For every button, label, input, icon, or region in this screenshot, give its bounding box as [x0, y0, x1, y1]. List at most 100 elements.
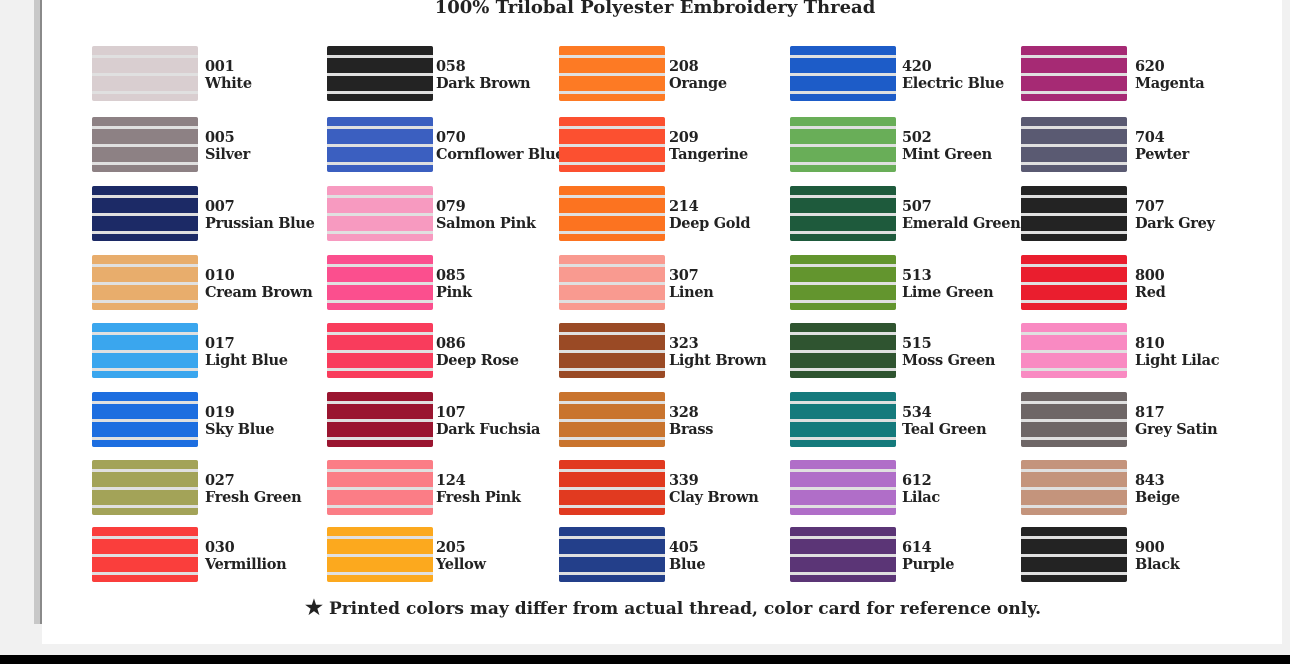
thread-code: 085	[436, 267, 466, 284]
thread-code: 070	[436, 129, 466, 146]
thread-code: 001	[205, 58, 235, 75]
thread-label: 005 Silver	[205, 129, 250, 163]
thread-swatch-058	[327, 46, 433, 101]
thread-name: Pewter	[1135, 146, 1189, 163]
thread-name: Linen	[669, 284, 714, 301]
thread-label: 017 Light Blue	[205, 335, 288, 369]
thread-label: 339 Clay Brown	[669, 472, 759, 506]
thread-code: 079	[436, 198, 466, 215]
thread-label: 058 Dark Brown	[436, 58, 531, 92]
thread-code: 030	[205, 539, 235, 556]
thread-label: 030 Vermillion	[205, 539, 287, 573]
thread-swatch-817	[1021, 392, 1127, 447]
thread-swatch-323	[559, 323, 665, 378]
thread-swatch-085	[327, 255, 433, 310]
thread-name: Vermillion	[205, 556, 287, 573]
thread-swatch-124	[327, 460, 433, 515]
thread-swatch-420	[790, 46, 896, 101]
thread-label: 328 Brass	[669, 404, 713, 438]
thread-code: 800	[1135, 267, 1165, 284]
thread-code: 817	[1135, 404, 1165, 421]
thread-name: Orange	[669, 75, 727, 92]
thread-code: 620	[1135, 58, 1165, 75]
thread-label: 208 Orange	[669, 58, 727, 92]
thread-name: Purple	[902, 556, 955, 573]
thread-code: 205	[436, 539, 466, 556]
thread-swatch-800	[1021, 255, 1127, 310]
thread-code: 513	[902, 267, 932, 284]
thread-code: 900	[1135, 539, 1165, 556]
thread-name: Cream Brown	[205, 284, 313, 301]
thread-code: 843	[1135, 472, 1165, 489]
thread-name: Yellow	[436, 556, 486, 573]
thread-code: 502	[902, 129, 932, 146]
thread-label: 534 Teal Green	[902, 404, 987, 438]
thread-label: 843 Beige	[1135, 472, 1180, 506]
thread-code: 124	[436, 472, 466, 489]
thread-label: 205 Yellow	[436, 539, 486, 573]
thread-label: 614 Purple	[902, 539, 954, 573]
thread-swatch-005	[92, 117, 198, 172]
thread-label: 027 Fresh Green	[205, 472, 302, 506]
thread-code: 515	[902, 335, 932, 352]
thread-code: 027	[205, 472, 235, 489]
thread-code: 810	[1135, 335, 1165, 352]
thread-swatch-328	[559, 392, 665, 447]
thread-swatch-900	[1021, 527, 1127, 582]
thread-label: 502 Mint Green	[902, 129, 992, 163]
thread-name: Light Lilac	[1135, 352, 1220, 369]
thread-swatch-086	[327, 323, 433, 378]
thread-name: Dark Fuchsia	[436, 421, 541, 438]
thread-label: 010 Cream Brown	[205, 267, 313, 301]
thread-code: 208	[669, 58, 699, 75]
thread-swatch-209	[559, 117, 665, 172]
thread-code: 534	[902, 404, 932, 421]
thread-swatch-019	[92, 392, 198, 447]
thread-name: Grey Satin	[1135, 421, 1218, 438]
thread-label: 612 Lilac	[902, 472, 940, 506]
thread-swatch-205	[327, 527, 433, 582]
thread-code: 010	[205, 267, 235, 284]
thread-swatch-707	[1021, 186, 1127, 241]
thread-label: 214 Deep Gold	[669, 198, 751, 232]
thread-name: Magenta	[1135, 75, 1205, 92]
thread-swatch-007	[92, 186, 198, 241]
thread-name: Mint Green	[902, 146, 992, 163]
star-icon: ★	[305, 595, 323, 619]
thread-name: Salmon Pink	[436, 215, 536, 232]
thread-name: Dark Brown	[436, 75, 531, 92]
thread-code: 420	[902, 58, 932, 75]
thread-code: 107	[436, 404, 466, 421]
thread-code: 058	[436, 58, 466, 75]
thread-swatch-107	[327, 392, 433, 447]
thread-code: 005	[205, 129, 235, 146]
page-edge-bar	[34, 0, 42, 624]
thread-name: Emerald Green	[902, 215, 1021, 232]
thread-name: Lilac	[902, 489, 940, 506]
thread-swatch-027	[92, 460, 198, 515]
thread-code: 612	[902, 472, 932, 489]
thread-swatch-001	[92, 46, 198, 101]
thread-name: Blue	[669, 556, 706, 573]
thread-label: 085 Pink	[436, 267, 472, 301]
thread-swatch-405	[559, 527, 665, 582]
thread-label: 007 Prussian Blue	[205, 198, 315, 232]
thread-code: 214	[669, 198, 699, 215]
thread-name: Brass	[669, 421, 714, 438]
thread-label: 209 Tangerine	[669, 129, 748, 163]
thread-name: Red	[1135, 284, 1166, 301]
thread-name: Moss Green	[902, 352, 996, 369]
thread-code: 007	[205, 198, 235, 215]
thread-name: Fresh Pink	[436, 489, 521, 506]
thread-swatch-534	[790, 392, 896, 447]
thread-name: Light Blue	[205, 352, 288, 369]
thread-name: Black	[1135, 556, 1180, 573]
thread-swatch-030	[92, 527, 198, 582]
thread-swatch-070	[327, 117, 433, 172]
thread-label: 001 White	[205, 58, 252, 92]
thread-swatch-214	[559, 186, 665, 241]
card-title: 100% Trilobal Polyester Embroidery Threa…	[434, 0, 876, 18]
thread-swatch-513	[790, 255, 896, 310]
thread-label: 513 Lime Green	[902, 267, 994, 301]
thread-label: 900 Black	[1135, 539, 1180, 573]
